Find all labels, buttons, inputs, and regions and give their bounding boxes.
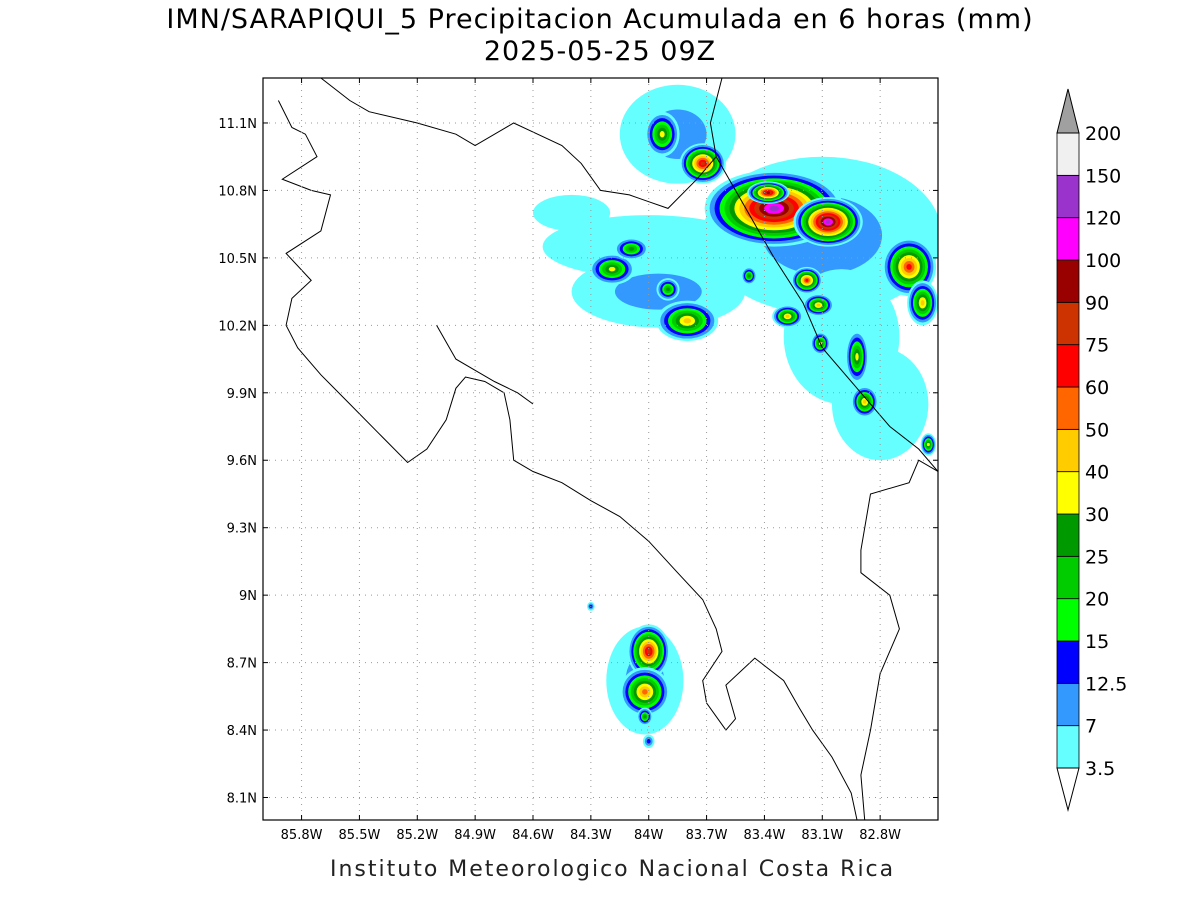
lon-tick-label: 84.6W (512, 828, 554, 843)
institution-credit: Instituto Meteorologico Nacional Costa R… (330, 857, 896, 882)
lat-tick-label: 8.7N (227, 657, 257, 672)
lon-tick-label: 85.2W (396, 828, 438, 843)
axis-ticks: 85.8W 85.5W 85.2W 84.9W 84.6W 84.3W 84W 83.7W 83… (218, 78, 938, 843)
precip-cell (769, 205, 780, 212)
colorbar-label: 200 (1085, 123, 1121, 145)
lat-tick-label: 9.9N (227, 387, 257, 402)
precip-cell (608, 266, 616, 272)
lat-tick-label: 8.1N (227, 792, 257, 807)
colorbar-swatch (1056, 598, 1080, 642)
colorbar-label: 60 (1085, 377, 1109, 399)
precip-cell (643, 715, 647, 719)
lat-tick-label: 10.8N (218, 184, 257, 199)
colorbar-label: 20 (1085, 589, 1109, 611)
colorbar-label: 25 (1085, 546, 1109, 568)
colorbar-swatch (1056, 301, 1080, 346)
precip-cell (700, 161, 705, 166)
precip-cell (628, 247, 635, 251)
colorbar-label: 50 (1085, 419, 1109, 441)
colorbar-swatch (1056, 217, 1080, 261)
map-title: IMN/SARAPIQUI_5 Precipitacion Acumulada … (166, 4, 1034, 35)
precip-cell (683, 318, 692, 324)
colorbar-label: 3.5 (1085, 758, 1115, 780)
colorbar-label: 7 (1085, 716, 1097, 738)
map-date: 2025-05-25 09Z (483, 36, 717, 67)
colorbar-label: 30 (1085, 504, 1109, 526)
lat-tick-label: 9.3N (227, 522, 257, 537)
lon-tick-label: 84W (634, 828, 664, 843)
colorbar-label: 75 (1085, 335, 1109, 357)
lon-tick-label: 84.9W (454, 828, 496, 843)
lat-tick-label: 11.1N (218, 117, 257, 132)
colorbar-swatch (1056, 725, 1080, 769)
colorbar-swatch (1056, 555, 1080, 600)
lat-tick-label: 10.5N (218, 252, 257, 267)
precip-cell (766, 191, 771, 195)
colorbar-swatch (1056, 640, 1080, 684)
precip-cell (646, 648, 651, 654)
precip-cell (805, 278, 809, 282)
grid-layer (263, 78, 938, 820)
precip-cell (906, 263, 912, 270)
lat-tick-label: 9.6N (227, 454, 257, 469)
coastline-pacific (277, 100, 858, 820)
colorbar-label: 120 (1085, 208, 1121, 230)
precip-cell (926, 442, 930, 447)
coastline-nicaragua (320, 78, 717, 209)
coastline-nicoya_gulf (436, 325, 534, 405)
colorbar-label: 12.5 (1085, 673, 1127, 695)
precip-cell (642, 689, 648, 695)
coastline-caribbean (709, 78, 938, 472)
lon-tick-label: 82.8W (859, 828, 901, 843)
colorbar-label: 40 (1085, 462, 1109, 484)
colorbar-label: 15 (1085, 631, 1109, 653)
colorbar-swatch (1056, 259, 1080, 303)
precip-cell (747, 274, 751, 278)
lon-tick-label: 83.4W (744, 828, 786, 843)
precip-band (533, 194, 611, 231)
lat-tick-label: 9N (239, 589, 257, 604)
colorbar-swatch (1056, 428, 1080, 473)
lat-tick-label: 10.2N (218, 319, 257, 334)
coastline-panama (860, 459, 938, 820)
lat-tick-label: 8.4N (227, 724, 257, 739)
lon-tick-label: 83.1W (801, 828, 843, 843)
precip-cell (785, 314, 790, 318)
precip-cell (825, 220, 831, 224)
colorbar-swatch (1056, 471, 1080, 515)
precip-cell (659, 131, 665, 138)
map-frame (262, 77, 939, 821)
precip-cell (855, 352, 859, 361)
precip-cell (646, 739, 651, 744)
colorbar-swatch (1056, 344, 1080, 388)
colorbar-swatch (1056, 386, 1080, 430)
lon-tick-label: 83.7W (686, 828, 728, 843)
precip-cell (816, 303, 821, 307)
colorbar-swatch (1056, 174, 1080, 219)
lon-tick-label: 85.5W (339, 828, 381, 843)
precip-cell (920, 300, 925, 306)
colorbar-swatch (1056, 682, 1080, 727)
lon-tick-label: 85.8W (281, 828, 323, 843)
colorbar-label: 100 (1085, 250, 1121, 272)
precipitation-field (533, 84, 938, 749)
precip-cell (666, 287, 670, 292)
precip-cell (863, 399, 867, 404)
colorbar: 3.5 7 12.5 15 20 25 30 40 50 60 75 90 100 120 150 200 (1056, 88, 1127, 812)
colorbar-bottom-arrow (1056, 767, 1080, 812)
colorbar-label: 150 (1085, 165, 1121, 187)
coastline-layer (277, 78, 938, 820)
colorbar-label: 90 (1085, 292, 1109, 314)
colorbar-swatch (1056, 132, 1080, 176)
colorbar-top-arrow (1056, 88, 1080, 134)
colorbar-swatch (1056, 513, 1080, 557)
lon-tick-label: 84.3W (570, 828, 612, 843)
